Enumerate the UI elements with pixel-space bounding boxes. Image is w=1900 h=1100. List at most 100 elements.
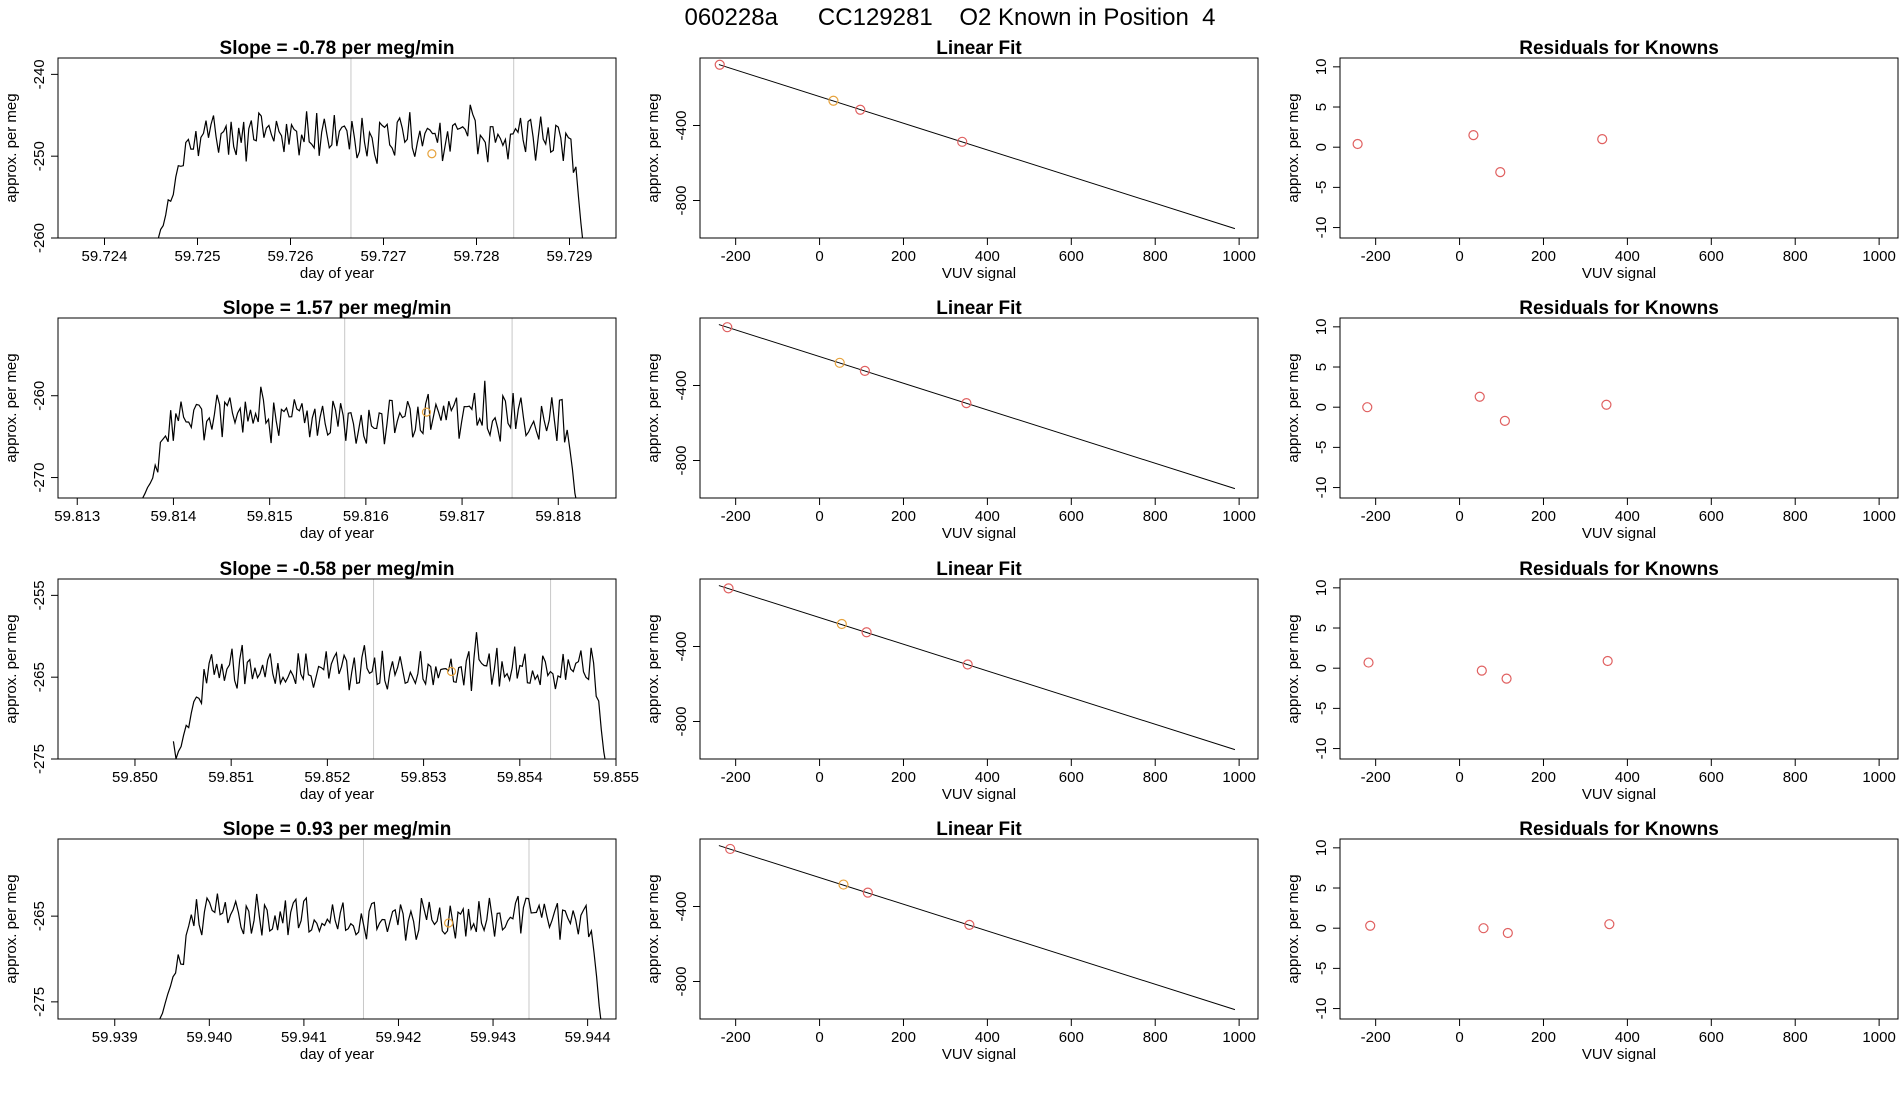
x-tick-label: 600: [1059, 1029, 1084, 1046]
x-tick-label: 59.725: [175, 248, 221, 265]
y-tick-label: -260: [31, 381, 48, 411]
panel-2-1: Slope = 1.57 per meg/min 59.813 59.814 59.8…: [3, 298, 617, 542]
x-tick-label: 1000: [1222, 1029, 1255, 1046]
x-tick-label: -200: [721, 508, 751, 525]
x-axis-label: VUV signal: [942, 1046, 1016, 1063]
x-axis-label: VUV signal: [1582, 265, 1656, 282]
data-point: [714, 59, 725, 70]
data-trace: [159, 893, 602, 1019]
y-tick-label: -5: [1313, 181, 1330, 194]
y-tick-label: 0: [1313, 664, 1330, 672]
plot-frame: [699, 57, 1259, 239]
plot-frame: [699, 578, 1259, 760]
x-tick-label: 600: [1059, 769, 1084, 786]
panel-1-3: Residuals for Knowns-200 0 200 400 600 800 100…: [1285, 38, 1899, 282]
data-trace: [142, 380, 577, 498]
y-tick-label: 5: [1313, 624, 1330, 632]
x-tick-label: 600: [1699, 769, 1724, 786]
x-tick-label: 0: [1455, 1029, 1463, 1046]
x-tick-label: 1000: [1862, 248, 1895, 265]
x-tick-label: 0: [1455, 769, 1463, 786]
x-tick-label: 200: [891, 508, 916, 525]
x-tick-label: 800: [1783, 248, 1808, 265]
y-tick-label: 10: [1313, 579, 1330, 596]
data-point: [1602, 655, 1613, 667]
panel-3-1: Slope = -0.58 per meg/min 59.850 59.851 59.…: [3, 559, 639, 803]
panel-3-3: Residuals for Knowns-200 0 200 400 600 800 100…: [1285, 559, 1899, 803]
data-point: [1352, 138, 1363, 150]
fit-line: [718, 64, 1236, 230]
x-axis-label: day of year: [300, 525, 374, 542]
y-tick-label: 0: [1313, 924, 1330, 932]
panel-3-2: Linear Fit -200 0 200 400 600 800 1000 -400 -800 V…: [645, 559, 1259, 803]
y-axis-label: approx. per meg: [645, 353, 662, 462]
x-tick-label: 200: [1531, 1029, 1556, 1046]
y-tick-label: -5: [1313, 962, 1330, 975]
data-point: [1499, 415, 1510, 426]
x-tick-label: 0: [1455, 248, 1463, 265]
x-axis-label: VUV signal: [942, 525, 1016, 542]
plot-frame: [57, 57, 617, 239]
data-point: [1478, 923, 1489, 934]
data-point: [1604, 919, 1615, 930]
data-point: [725, 843, 736, 855]
x-tick-label: 200: [891, 1029, 916, 1046]
x-tick-label: -200: [1361, 508, 1391, 525]
data-point: [838, 879, 849, 890]
x-tick-label: 400: [1615, 1029, 1640, 1046]
panel-title: Slope = -0.58 per meg/min: [220, 559, 455, 580]
y-axis-label: approx. per meg: [645, 874, 662, 983]
data-point: [836, 618, 847, 630]
data-point: [1495, 167, 1506, 178]
data-point: [957, 136, 968, 147]
highlight-point: [427, 149, 437, 159]
x-tick-label: 59.727: [361, 248, 407, 265]
y-axis-label: approx. per meg: [645, 93, 662, 202]
y-tick-label: -5: [1313, 702, 1330, 715]
y-tick-label: -400: [673, 110, 690, 140]
y-tick-label: -275: [31, 744, 48, 774]
x-tick-label: 600: [1059, 248, 1084, 265]
y-tick-label: -800: [673, 706, 690, 736]
data-point: [1601, 399, 1612, 410]
plot-frame: [699, 838, 1259, 1020]
y-tick-label: -10: [1313, 998, 1330, 1020]
x-tick-label: 400: [975, 1029, 1000, 1046]
y-tick-label: -10: [1313, 738, 1330, 760]
x-tick-label: 800: [1143, 769, 1168, 786]
x-tick-label: -200: [721, 248, 751, 265]
y-tick-label: -400: [673, 631, 690, 661]
fit-line: [718, 324, 1236, 490]
data-point: [1474, 391, 1485, 402]
y-axis-label: approx. per meg: [645, 614, 662, 723]
y-tick-label: 10: [1313, 58, 1330, 75]
y-tick-label: 0: [1313, 143, 1330, 151]
plot-frame: [1339, 578, 1899, 760]
x-tick-label: 0: [815, 248, 823, 265]
y-tick-label: -240: [31, 59, 48, 89]
plot-frame: [57, 838, 617, 1020]
x-tick-label: 400: [975, 248, 1000, 265]
x-tick-label: 59.941: [281, 1029, 327, 1046]
x-tick-label: 59.816: [343, 508, 389, 525]
panel-title: Slope = 0.93 per meg/min: [223, 819, 452, 840]
x-tick-label: 800: [1783, 1029, 1808, 1046]
x-tick-label: 59.817: [439, 508, 485, 525]
x-tick-label: 1000: [1862, 508, 1895, 525]
x-tick-label: 1000: [1862, 769, 1895, 786]
x-tick-label: 200: [891, 248, 916, 265]
x-axis-label: VUV signal: [1582, 786, 1656, 803]
panel-title: Slope = -0.78 per meg/min: [220, 38, 455, 59]
panel-title: Residuals for Knowns: [1519, 819, 1719, 840]
x-tick-label: -200: [1361, 769, 1391, 786]
x-tick-label: 1000: [1222, 769, 1255, 786]
y-tick-label: -260: [31, 223, 48, 253]
plot-frame: [1339, 838, 1899, 1020]
data-point: [723, 583, 734, 594]
panel-title: Residuals for Knowns: [1519, 559, 1719, 580]
x-tick-label: 600: [1699, 248, 1724, 265]
x-tick-label: 59.940: [186, 1029, 232, 1046]
y-tick-label: -270: [31, 463, 48, 493]
data-point: [1597, 134, 1608, 145]
x-tick-label: 59.939: [92, 1029, 138, 1046]
